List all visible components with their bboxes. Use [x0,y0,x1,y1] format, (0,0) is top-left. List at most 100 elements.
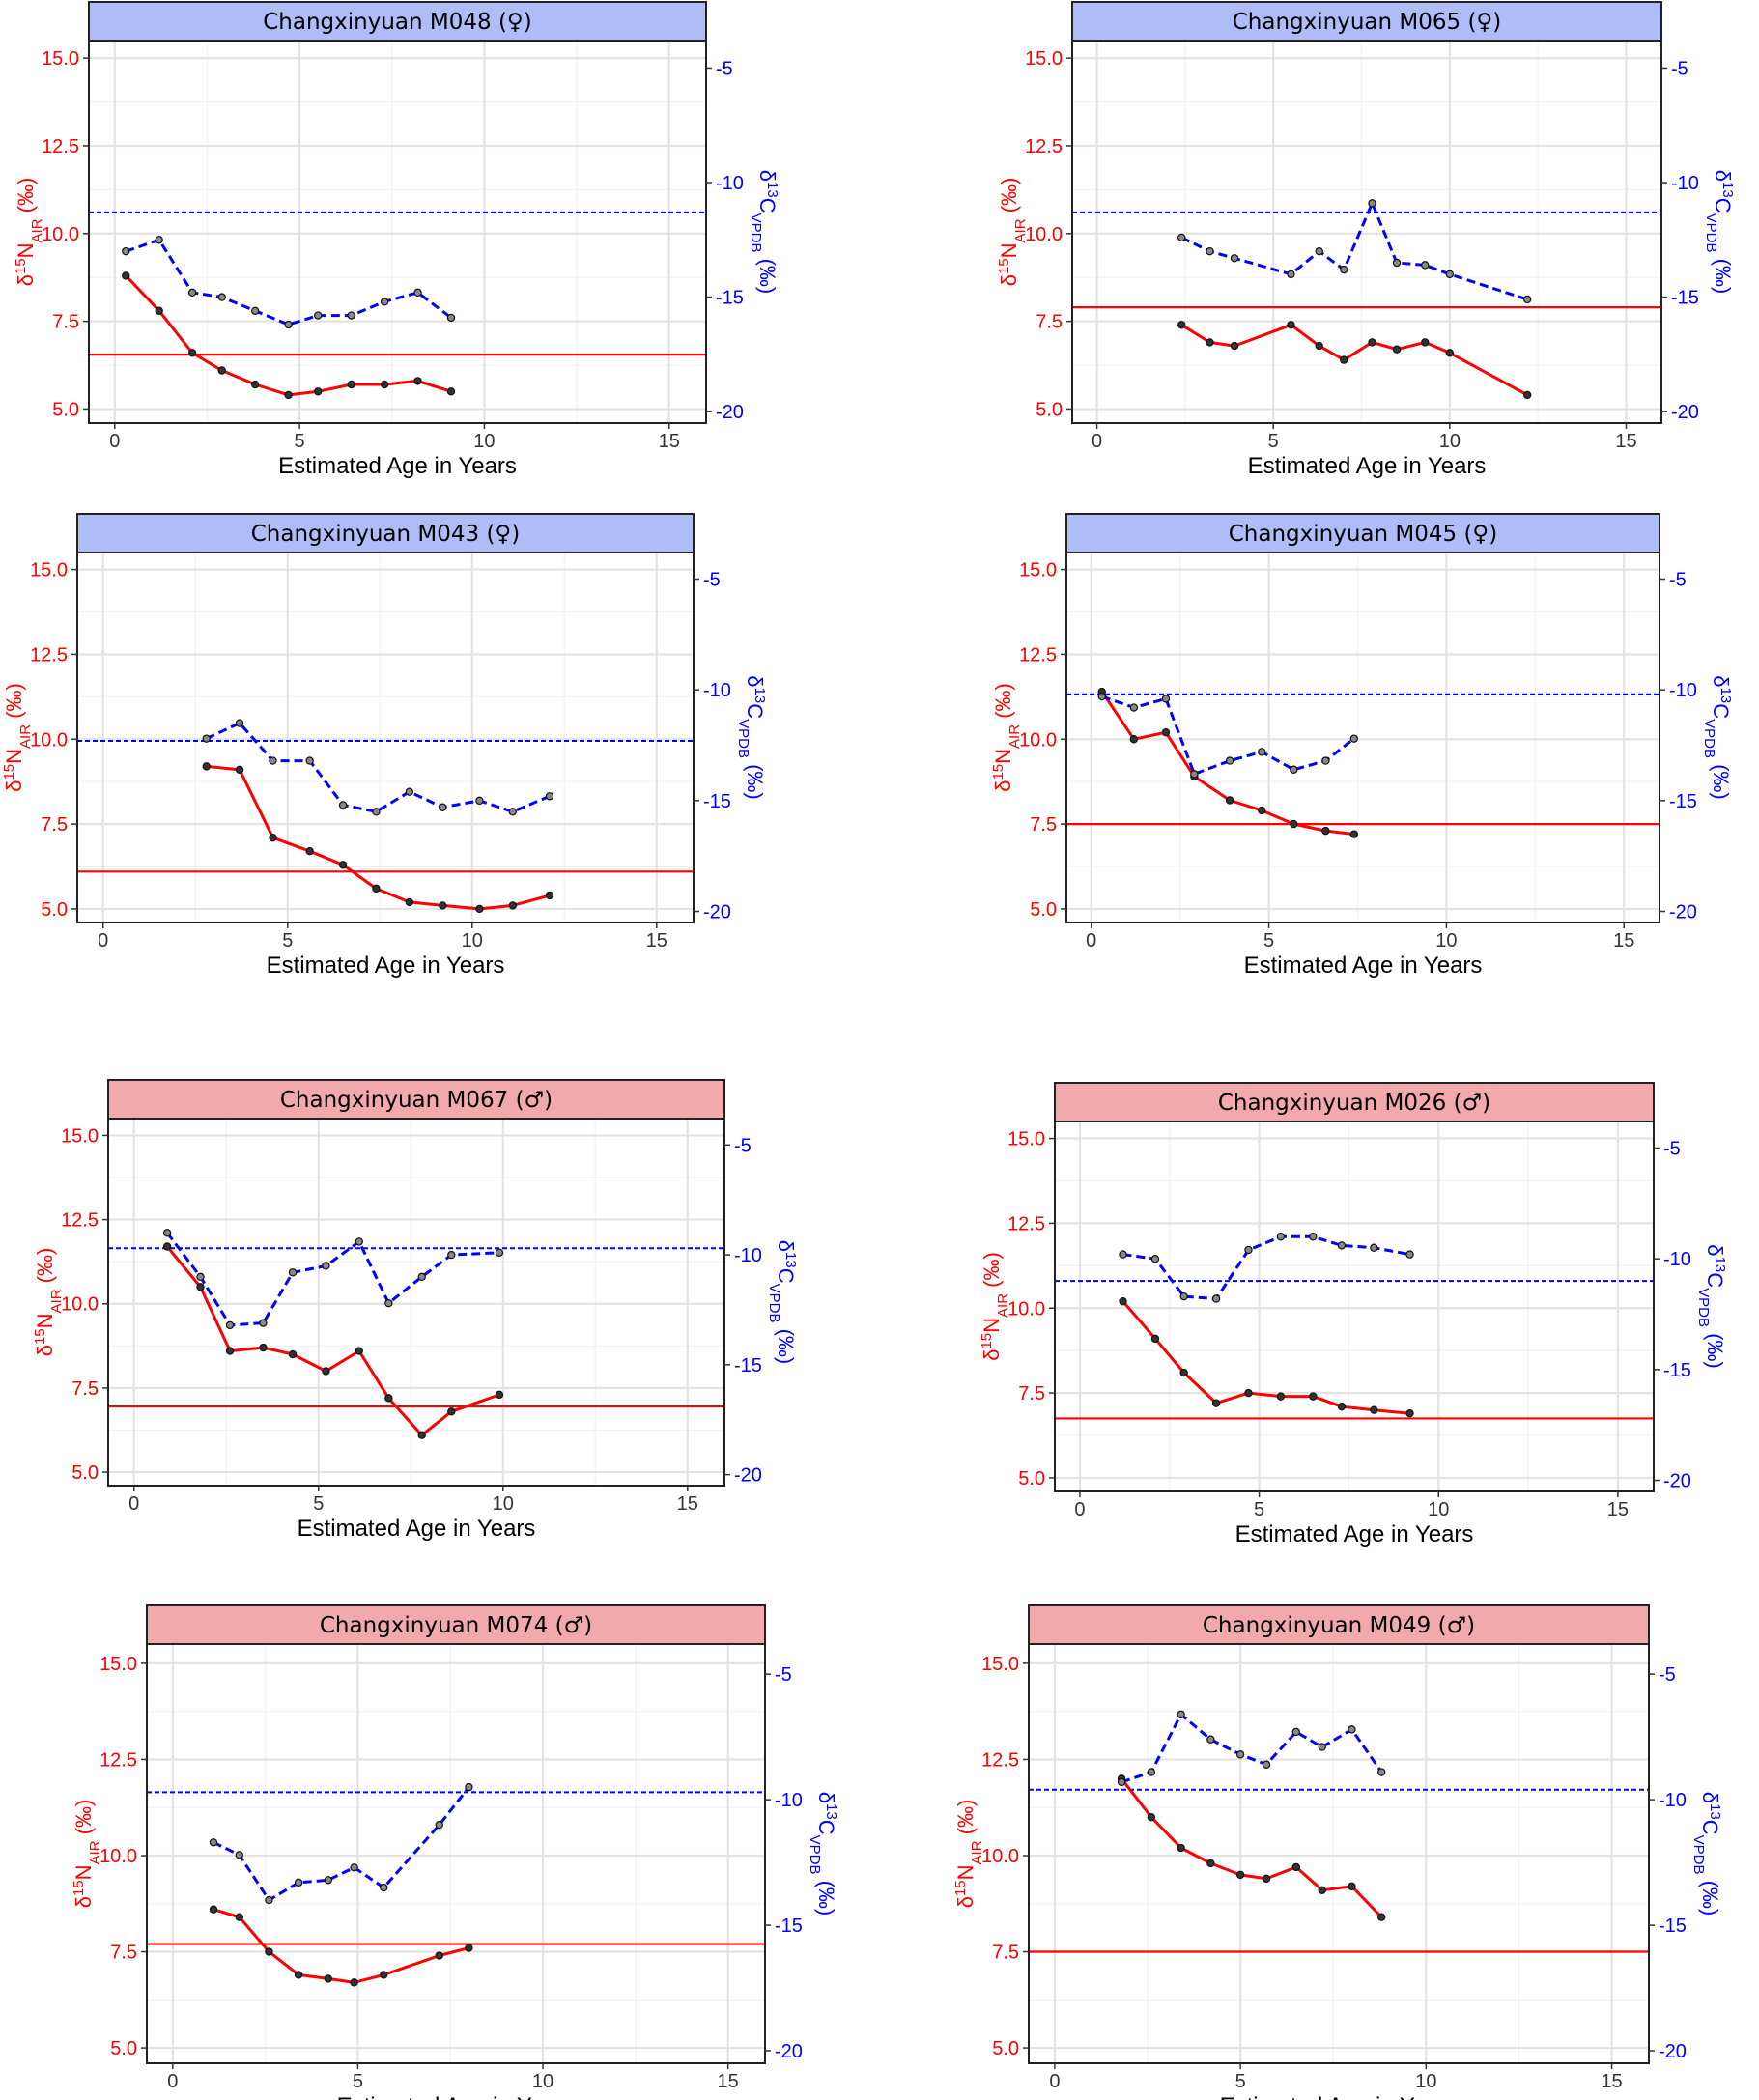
n-data-point [350,1978,358,1987]
n-data-point [305,847,314,856]
y-right-tick-label: -10 [1669,680,1697,701]
n-data-point [288,1349,298,1359]
y-right-tick-label: -10 [1671,173,1699,194]
x-axis-label: Estimated Age in Years [278,453,517,479]
plot-background [1066,553,1660,922]
y-left-tick-label: 10.0 [981,1846,1019,1867]
c-data-point [1129,703,1139,712]
x-tick-label: 10 [532,2071,553,2092]
c-data-point [350,1863,358,1872]
y-left-tick-label: 12.5 [99,1749,137,1771]
n-data-point [1211,1399,1221,1407]
grid-lines [108,1119,724,1486]
n-data-point [1129,735,1139,744]
y-left-tick-label: 12.5 [42,136,79,157]
grid-lines [89,41,706,423]
c-data-point [1177,233,1186,242]
y-left-tick-label: 5.0 [1018,1468,1045,1490]
n-data-point [545,891,554,900]
y-left-tick-label: 12.5 [1025,136,1063,157]
n-data-point [259,1343,268,1352]
y-right-axis-label: δ13CVPDB (‰) [1691,1792,1724,1916]
c-data-point [250,306,260,316]
n-data-point [250,380,260,389]
x-tick-label: 10 [462,930,483,951]
c-data-point [1262,1760,1271,1769]
panel-strip [1065,513,1660,553]
n-data-point [1349,830,1359,838]
plot-background [89,41,706,423]
plot-border [107,1118,725,1487]
c-data-point [1190,770,1199,779]
x-tick-label: 5 [282,930,293,951]
y-right-tick-label: -20 [703,902,731,923]
x-axis-label: Estimated Age in Years [1248,453,1487,479]
c-data-point [1235,1750,1245,1759]
n-data-point [294,1971,303,1979]
c-data-point [155,236,163,244]
n-data-point [1321,826,1330,836]
c-data-point [1522,295,1532,304]
x-tick-label: 10 [493,1493,514,1515]
c-series-line [206,722,551,813]
n-data-point [1318,1886,1326,1895]
c-data-point [1309,1233,1318,1241]
plot-border [76,552,695,923]
c-data-point [447,1250,456,1260]
c-data-point [1119,1250,1127,1259]
n-data-point [196,1283,205,1291]
n-data-point [446,387,456,396]
c-data-point [413,288,422,298]
c-series-line [1122,1234,1410,1300]
y-left-tick-label: 15.0 [981,1654,1019,1675]
y-right-tick-label: -15 [703,791,731,812]
c-data-point [284,320,293,329]
n-data-point [380,1971,388,1979]
n-data-point [465,1944,473,1952]
c-data-point [269,756,277,765]
n-data-point [284,390,293,400]
n-data-point [1177,321,1186,329]
y-right-axis-label: δ13CVPDB (‰) [1704,170,1737,294]
n-data-point [202,762,211,771]
n-data-point [1290,819,1298,829]
y-left-tick-label: 7.5 [52,312,79,333]
c-data-point [1117,1777,1126,1787]
c-data-point [1225,756,1234,765]
y-left-tick-label: 12.5 [30,644,68,666]
c-data-point [202,734,211,743]
c-data-point [122,246,130,256]
y-left-tick-label: 15.0 [42,48,79,70]
c-data-point [209,1838,218,1847]
plot-background [77,553,694,922]
panel-strip [88,1,707,42]
plot-border [1054,1121,1655,1492]
c-data-point [1179,1291,1188,1301]
x-tick-label: 5 [1235,2071,1246,2092]
y-right-tick-label: -5 [1659,1664,1676,1686]
y-left-tick-label: 12.5 [1019,644,1057,666]
n-data-point [1230,341,1239,351]
n-data-point [269,833,277,842]
x-tick-label: 5 [353,2071,363,2092]
n-data-point [347,380,355,389]
n-data-point [338,861,348,869]
c-data-point [235,1851,244,1859]
c-data-point [265,1895,273,1905]
c-data-point [435,1820,443,1830]
y-left-tick-label: 5.0 [71,1462,99,1484]
panel-3: Changxinyuan M043 (♀) 0 5 10 15 5.0 7.5 10.0 12.… [1,513,769,979]
c-data-point [338,801,348,809]
c-data-point [1370,1243,1378,1252]
y-right-tick-label: -15 [716,288,744,309]
c-data-point [1321,756,1330,765]
c-data-point [217,293,226,301]
x-tick-label: 0 [1074,1499,1085,1520]
panel-5: Changxinyuan M067 (♂) 0 5 10 15 5.0 7.5 10.0 12.… [32,1079,800,1542]
panel-title: Changxinyuan M074 (♂) [320,1613,592,1638]
n-data-point [1340,355,1348,364]
plot-background [108,1119,724,1486]
y-right-axis-label: δ13CVPDB (‰) [1702,675,1735,799]
n-data-point [372,884,381,894]
